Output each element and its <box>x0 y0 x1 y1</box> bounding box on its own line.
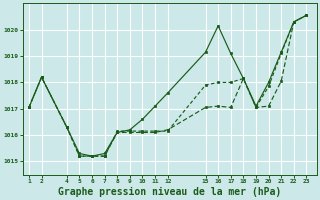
X-axis label: Graphe pression niveau de la mer (hPa): Graphe pression niveau de la mer (hPa) <box>58 186 281 197</box>
